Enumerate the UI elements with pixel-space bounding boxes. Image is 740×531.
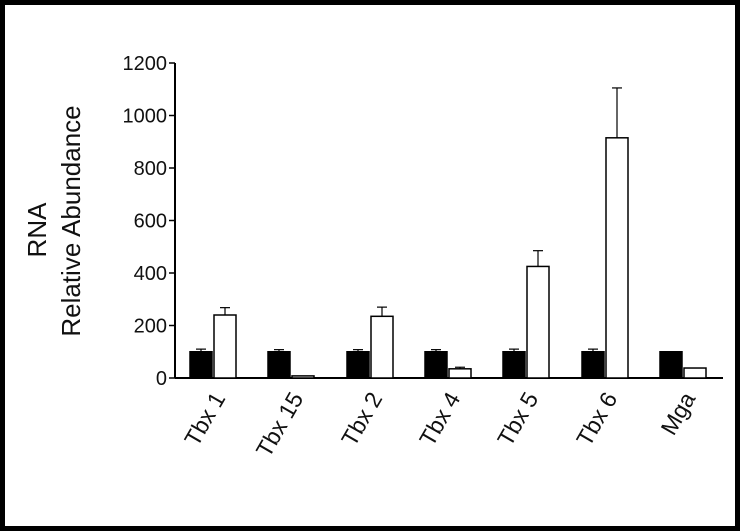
bar — [267, 351, 291, 379]
x-category-label: Tbx 2 — [336, 388, 387, 451]
bar — [526, 265, 550, 379]
bar — [189, 351, 213, 379]
bar — [683, 367, 707, 379]
bar — [581, 351, 605, 379]
x-category-label: Tbx 5 — [492, 388, 543, 451]
bar — [424, 351, 448, 379]
bar — [448, 368, 472, 379]
y-tick-label: 1200 — [123, 53, 168, 75]
bar — [213, 314, 237, 379]
x-category-label: Tbx 1 — [179, 388, 230, 451]
y-axis-label-line1: RNA — [22, 202, 52, 258]
y-tick-label: 400 — [134, 263, 167, 285]
y-tick-label: 0 — [156, 368, 167, 390]
bar — [605, 137, 629, 379]
bars — [189, 87, 707, 379]
labels: RNA Relative Abundance — [22, 105, 86, 336]
bar — [502, 351, 526, 379]
bar — [291, 375, 315, 379]
y-axis-label-line2: Relative Abundance — [56, 105, 86, 336]
x-category-label: Tbx 6 — [571, 388, 622, 451]
x-category-label: Tbx 15 — [251, 388, 309, 462]
bar-chart: 0 200 400 600 800 1000 1200 Tbx 1 Tbx 15 Tbx 2 Tbx… — [22, 53, 723, 462]
y-tick-label: 600 — [134, 211, 167, 233]
x-category-label: Tbx 4 — [414, 387, 465, 450]
bar — [659, 351, 683, 379]
x-category-label: Mga — [655, 387, 700, 439]
axes: 0 200 400 600 800 1000 1200 Tbx 1 Tbx 15 Tbx 2 Tbx… — [123, 53, 723, 462]
y-tick-label: 1000 — [123, 106, 168, 128]
y-tick-label: 800 — [134, 158, 167, 180]
y-tick-label: 200 — [134, 316, 167, 338]
bar — [370, 315, 394, 379]
bar — [346, 351, 370, 379]
